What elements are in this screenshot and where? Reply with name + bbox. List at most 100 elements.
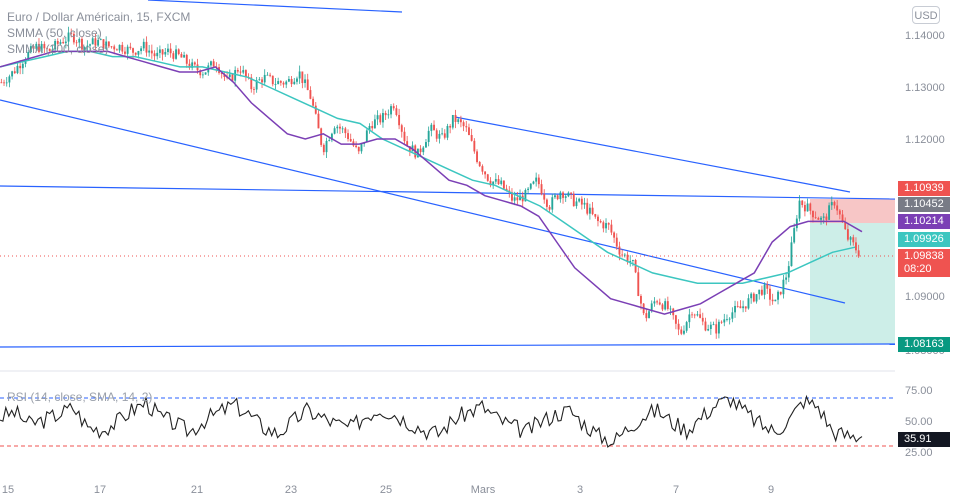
candle-body bbox=[545, 199, 548, 207]
rsi-legend[interactable]: RSI (14, close, SMA, 14, 2) bbox=[7, 390, 153, 404]
price-tag-target[interactable]: 1.08163 bbox=[898, 337, 950, 352]
candle-body bbox=[543, 194, 546, 200]
candle-body bbox=[790, 242, 793, 267]
candle-body bbox=[750, 293, 753, 299]
candle-body bbox=[621, 254, 624, 256]
candle-body bbox=[395, 108, 398, 115]
candle-body bbox=[519, 195, 521, 201]
date-tick: 7 bbox=[672, 484, 680, 496]
candle-body bbox=[497, 179, 500, 185]
candle-body bbox=[769, 288, 771, 300]
candle-body bbox=[607, 223, 610, 225]
rsi-line[interactable] bbox=[0, 394, 863, 448]
price-tick: 1.12000 bbox=[905, 134, 945, 146]
candle-body bbox=[785, 277, 788, 280]
candle-body bbox=[285, 81, 288, 85]
candle-body bbox=[551, 197, 554, 210]
trendlines[interactable] bbox=[0, 0, 896, 348]
trendline-channel-upper[interactable] bbox=[454, 116, 851, 193]
candle-body bbox=[795, 218, 798, 229]
candle-body bbox=[312, 98, 315, 106]
price-tag-high[interactable]: 1.10939 bbox=[898, 181, 950, 196]
candle-body bbox=[51, 49, 54, 52]
candle-body bbox=[373, 119, 376, 129]
candle-body bbox=[766, 284, 769, 289]
price-tag-smma50[interactable]: 1.10214 bbox=[898, 214, 950, 229]
candle-body bbox=[320, 128, 323, 145]
candle-body bbox=[559, 192, 562, 200]
candle-body bbox=[8, 76, 11, 83]
candle-body bbox=[228, 74, 231, 78]
candle-body bbox=[398, 114, 401, 126]
trendline-channel-lower[interactable] bbox=[0, 99, 846, 304]
rsi-tick: 25.00 bbox=[905, 447, 933, 459]
smma200-line[interactable] bbox=[0, 50, 856, 284]
candle-body bbox=[680, 329, 683, 334]
candle-body bbox=[3, 82, 5, 84]
candle-body bbox=[204, 72, 207, 75]
candle-body bbox=[468, 127, 470, 136]
candle-body bbox=[793, 228, 796, 243]
candle-body bbox=[347, 133, 349, 140]
symbol-title[interactable]: Euro / Dollar Américain, 15, FXCM bbox=[7, 10, 191, 24]
candle-body bbox=[27, 52, 30, 60]
candle-body bbox=[435, 130, 438, 139]
candle-body bbox=[32, 46, 35, 49]
candle-body bbox=[459, 119, 462, 123]
candle-body bbox=[175, 49, 177, 59]
trendline-horizontal[interactable] bbox=[0, 185, 896, 200]
candle-body bbox=[336, 126, 339, 129]
bar-countdown: 08:20 bbox=[904, 263, 932, 275]
candle-body bbox=[696, 314, 699, 316]
candles[interactable] bbox=[0, 26, 860, 339]
candle-body bbox=[470, 135, 473, 141]
candle-body bbox=[446, 126, 449, 138]
candle-body bbox=[454, 114, 457, 122]
trendline-support[interactable] bbox=[0, 343, 896, 348]
candle-body bbox=[72, 33, 75, 43]
candle-body bbox=[13, 71, 16, 74]
currency-button[interactable]: USD bbox=[912, 6, 940, 24]
candle-body bbox=[486, 174, 489, 181]
candle-body bbox=[156, 52, 159, 57]
trendline-top[interactable] bbox=[147, 0, 403, 13]
candle-body bbox=[731, 312, 734, 319]
candle-body bbox=[489, 180, 492, 186]
candle-body bbox=[712, 324, 715, 326]
candle-body bbox=[451, 114, 454, 128]
candle-body bbox=[140, 48, 143, 52]
rsi-value-tag[interactable]: 35.91 bbox=[898, 432, 950, 447]
candle-body bbox=[650, 303, 653, 312]
candle-body bbox=[67, 32, 70, 42]
candle-body bbox=[357, 147, 360, 152]
candle-body bbox=[494, 179, 497, 182]
candle-body bbox=[220, 72, 223, 74]
candle-body bbox=[640, 295, 642, 304]
smma200-legend[interactable]: SMMA (200, close) bbox=[7, 42, 109, 56]
price-tag-current[interactable]: 1.09838 08:20 bbox=[898, 249, 950, 277]
candle-body bbox=[666, 301, 669, 309]
candle-body bbox=[693, 314, 696, 316]
price-tag-smma200[interactable]: 1.09926 bbox=[898, 232, 950, 247]
candle-body bbox=[21, 63, 24, 69]
candle-body bbox=[301, 71, 304, 84]
candle-body bbox=[279, 81, 282, 83]
candle-body bbox=[774, 299, 777, 302]
smma50-line[interactable] bbox=[0, 50, 863, 315]
candle-body bbox=[529, 183, 532, 189]
candle-body bbox=[425, 142, 427, 148]
smma50-legend[interactable]: SMMA (50, close) bbox=[7, 26, 102, 40]
candle-body bbox=[500, 180, 503, 185]
price-tag-gray[interactable]: 1.10452 bbox=[898, 197, 950, 212]
candle-body bbox=[822, 216, 825, 218]
candle-body bbox=[242, 70, 245, 73]
candle-body bbox=[263, 74, 266, 83]
candle-body bbox=[838, 210, 841, 215]
candle-body bbox=[167, 48, 169, 53]
candle-body bbox=[355, 145, 358, 148]
candle-body bbox=[48, 48, 51, 52]
candle-body bbox=[368, 126, 371, 131]
candle-body bbox=[180, 54, 183, 58]
candle-body bbox=[387, 114, 390, 116]
